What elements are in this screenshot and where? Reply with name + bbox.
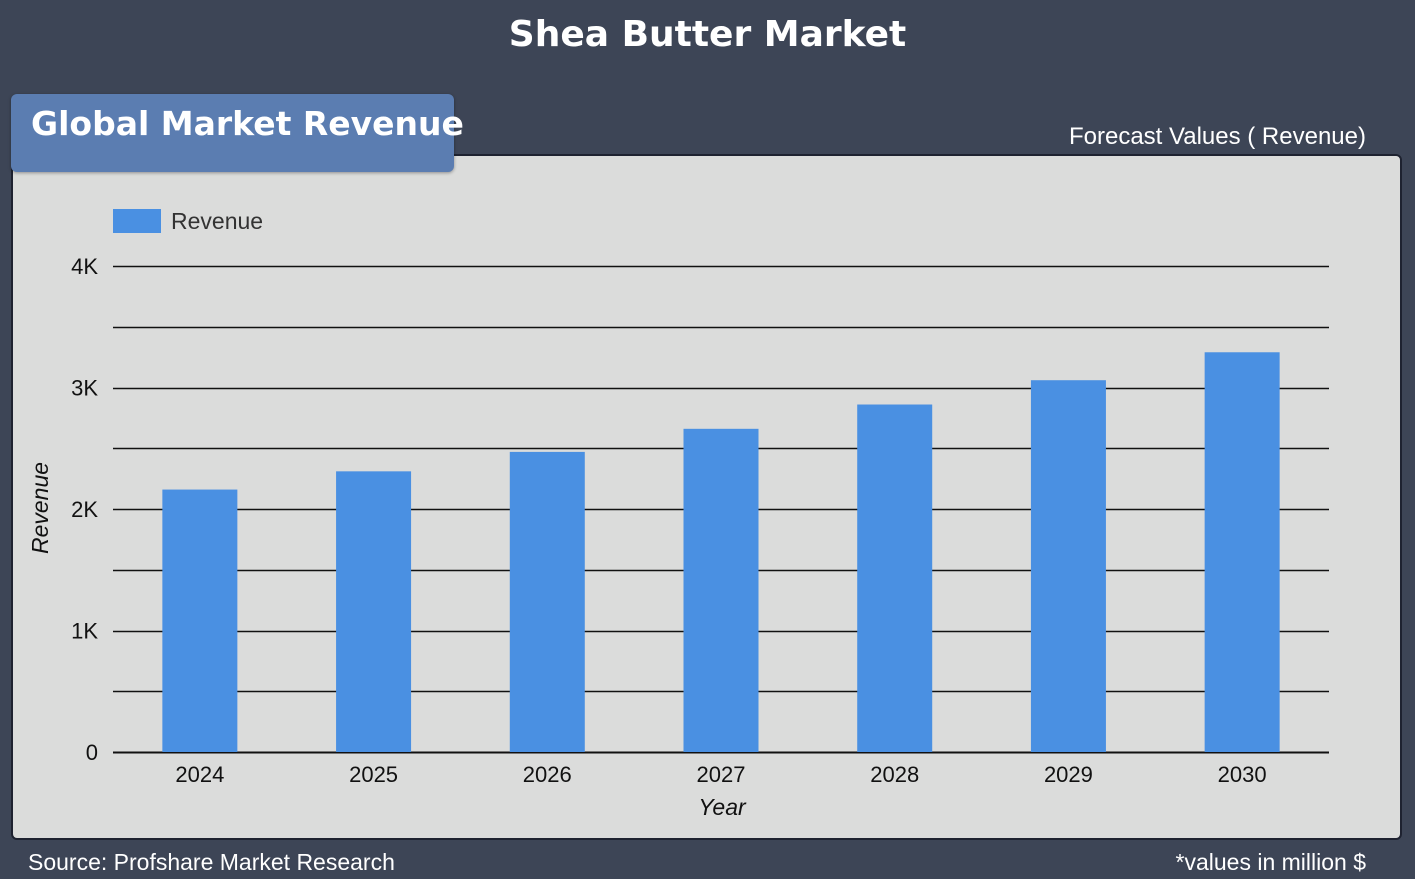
bar-2027 xyxy=(683,428,759,752)
x-tick-label: 2028 xyxy=(870,762,919,787)
bar-2026 xyxy=(509,451,585,752)
section-title: Global Market Revenue xyxy=(31,104,464,143)
bar-2029 xyxy=(1030,380,1106,752)
axis-labels: 0 1K 2K 3K 4K 2024 2025 2026 2027 2028 2029 2030 xyxy=(71,254,1267,787)
source-note: Source: Profshare Market Research xyxy=(28,849,395,875)
y-tick-label: 2K xyxy=(71,497,98,522)
y-axis-title: Revenue xyxy=(27,462,53,554)
x-tick-label: 2030 xyxy=(1218,762,1267,787)
x-tick-label: 2029 xyxy=(1044,762,1093,787)
x-tick-label: 2025 xyxy=(349,762,398,787)
page-title: Shea Butter Market xyxy=(508,14,907,55)
bar-2030 xyxy=(1204,352,1280,752)
x-tick-label: 2027 xyxy=(697,762,746,787)
x-tick-label: 2026 xyxy=(523,762,572,787)
y-tick-label: 0 xyxy=(86,740,98,765)
bars xyxy=(162,352,1280,752)
legend-swatch xyxy=(113,209,161,233)
bar-2028 xyxy=(857,404,933,752)
section-tab xyxy=(11,94,454,172)
bar-2024 xyxy=(162,489,238,752)
x-axis-title: Year xyxy=(698,794,747,820)
legend-label: Revenue xyxy=(171,208,263,234)
y-tick-label: 3K xyxy=(71,376,98,401)
units-note: *values in million $ xyxy=(1175,849,1366,875)
bar-2025 xyxy=(336,471,412,752)
y-tick-label: 1K xyxy=(71,619,98,644)
forecast-label: Forecast Values ( Revenue) xyxy=(1068,123,1366,150)
y-tick-label: 4K xyxy=(71,254,98,279)
x-tick-label: 2024 xyxy=(175,762,224,787)
legend: Revenue xyxy=(113,208,263,234)
